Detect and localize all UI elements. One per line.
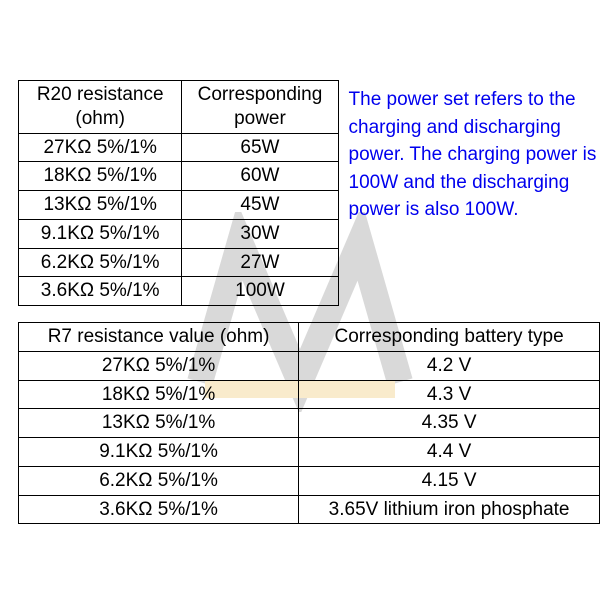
table-row: 9.1KΩ 5%/1% 30W (19, 219, 339, 248)
t2-header-resistance: R7 resistance value (ohm) (19, 323, 299, 352)
t1-cell-r: 3.6KΩ 5%/1% (19, 277, 182, 306)
t1-cell-p: 60W (182, 162, 338, 191)
t2-cell-v: 4.35 V (299, 409, 600, 438)
t2-cell-v: 4.15 V (299, 466, 600, 495)
t1-cell-p: 45W (182, 191, 338, 220)
t2-cell-v: 4.4 V (299, 438, 600, 467)
t1-cell-r: 6.2KΩ 5%/1% (19, 248, 182, 277)
t1-cell-p: 27W (182, 248, 338, 277)
page-canvas: R20 resistance (ohm) Corresponding power… (0, 0, 600, 600)
t1-header-b-line2: power (234, 108, 286, 129)
t2-cell-r: 27KΩ 5%/1% (19, 351, 299, 380)
table-row: 6.2KΩ 5%/1% 27W (19, 248, 339, 277)
table-row: 18KΩ 5%/1% 60W (19, 162, 339, 191)
table-row: 3.6KΩ 5%/1% 100W (19, 277, 339, 306)
t1-cell-p: 30W (182, 219, 338, 248)
t1-header-a-line1: R20 resistance (37, 84, 164, 105)
t1-cell-p: 65W (182, 133, 338, 162)
table-row: 6.2KΩ 5%/1% 4.15 V (19, 466, 600, 495)
t1-header-resistance: R20 resistance (ohm) (19, 81, 182, 134)
table-row: 13KΩ 5%/1% 45W (19, 191, 339, 220)
t2-cell-v: 4.2 V (299, 351, 600, 380)
t1-header-power: Corresponding power (182, 81, 338, 134)
t2-cell-r: 9.1KΩ 5%/1% (19, 438, 299, 467)
r20-resistance-table: R20 resistance (ohm) Corresponding power… (18, 80, 339, 306)
t2-cell-r: 6.2KΩ 5%/1% (19, 466, 299, 495)
t1-cell-r: 27KΩ 5%/1% (19, 133, 182, 162)
t2-header-battery: Corresponding battery type (299, 323, 600, 352)
t2-cell-r: 13KΩ 5%/1% (19, 409, 299, 438)
t2-cell-r: 18KΩ 5%/1% (19, 380, 299, 409)
t1-header-a-line2: (ohm) (75, 108, 125, 129)
power-note: The power set refers to the charging and… (349, 86, 600, 224)
table-row: 18KΩ 5%/1% 4.3 V (19, 380, 600, 409)
t1-header-b-line1: Corresponding (198, 84, 323, 105)
t1-cell-r: 13KΩ 5%/1% (19, 191, 182, 220)
r7-resistance-table: R7 resistance value (ohm) Corresponding … (18, 322, 600, 524)
table-row: 13KΩ 5%/1% 4.35 V (19, 409, 600, 438)
t1-cell-p: 100W (182, 277, 338, 306)
t2-cell-r: 3.6KΩ 5%/1% (19, 495, 299, 524)
t1-cell-r: 9.1KΩ 5%/1% (19, 219, 182, 248)
t1-cell-r: 18KΩ 5%/1% (19, 162, 182, 191)
t2-cell-v: 4.3 V (299, 380, 600, 409)
table-row: 27KΩ 5%/1% 65W (19, 133, 339, 162)
table-row: 3.6KΩ 5%/1% 3.65V lithium iron phosphate (19, 495, 600, 524)
table-row: 27KΩ 5%/1% 4.2 V (19, 351, 600, 380)
t2-cell-v: 3.65V lithium iron phosphate (299, 495, 600, 524)
table-row: 9.1KΩ 5%/1% 4.4 V (19, 438, 600, 467)
